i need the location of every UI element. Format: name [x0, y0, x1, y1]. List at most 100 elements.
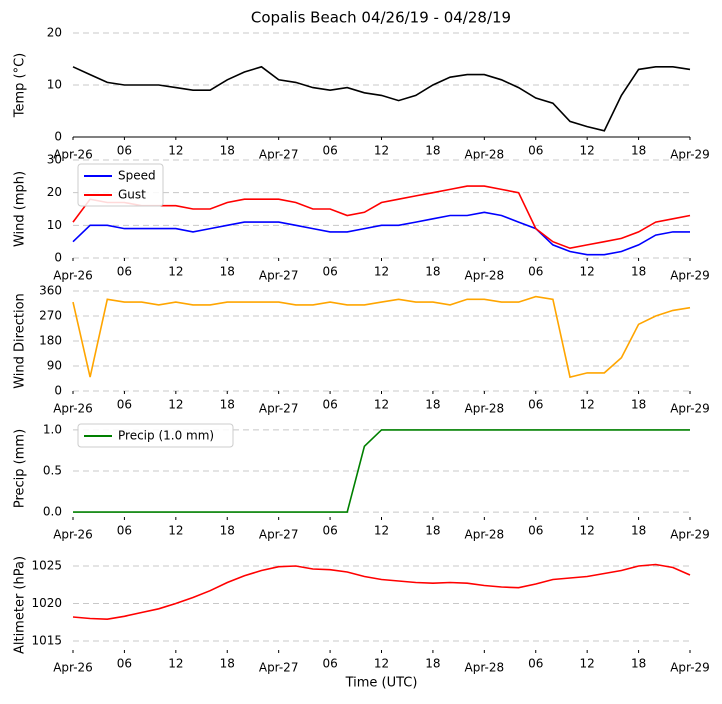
- x-tick-label: 18: [220, 398, 235, 412]
- x-tick-label: Apr-27: [259, 661, 299, 675]
- x-tick-label: Apr-28: [465, 269, 505, 283]
- x-tick-label: 06: [322, 265, 337, 279]
- x-tick-label: Apr-29: [670, 528, 710, 542]
- x-tick-label: 18: [631, 398, 646, 412]
- x-tick-label: 12: [580, 398, 595, 412]
- x-tick-label: 06: [528, 524, 543, 538]
- x-tick-label: 18: [631, 144, 646, 158]
- y-tick-label: 270: [39, 309, 62, 323]
- x-tick-label: 06: [117, 265, 132, 279]
- x-tick-label: 18: [220, 144, 235, 158]
- x-tick-label: 06: [322, 524, 337, 538]
- x-tick-label: 18: [220, 265, 235, 279]
- x-tick-label: 12: [580, 144, 595, 158]
- y-tick-label: 0.0: [43, 505, 62, 519]
- x-tick-label: 12: [168, 657, 183, 671]
- x-tick-label: 18: [220, 657, 235, 671]
- x-tick-label: 18: [220, 524, 235, 538]
- x-tick-label: 06: [117, 398, 132, 412]
- series-line: [73, 429, 690, 513]
- y-tick-label: 360: [39, 284, 62, 298]
- y-tick-label: 20: [47, 185, 62, 199]
- x-tick-label: 06: [528, 144, 543, 158]
- y-axis-label: Precip (mm): [13, 429, 28, 508]
- x-tick-label: 12: [168, 524, 183, 538]
- x-tick-label: 06: [322, 398, 337, 412]
- x-tick-label: 18: [631, 265, 646, 279]
- x-tick-label: Apr-28: [465, 661, 505, 675]
- x-tick-label: 18: [425, 265, 440, 279]
- series-line: [72, 65, 691, 132]
- y-axis-label: Altimeter (hPa): [13, 556, 28, 654]
- y-tick-label: 30: [47, 153, 62, 167]
- x-tick-label: Apr-29: [670, 148, 710, 162]
- x-tick-label: 06: [528, 398, 543, 412]
- y-tick-label: 1.0: [43, 422, 62, 436]
- series-line: [72, 563, 691, 621]
- x-tick-label: Apr-26: [53, 528, 93, 542]
- x-tick-label: 12: [168, 265, 183, 279]
- x-tick-label: Apr-28: [465, 148, 505, 162]
- x-tick-label: 18: [425, 524, 440, 538]
- x-tick-label: 06: [528, 657, 543, 671]
- y-axis-label: Wind Direction: [13, 293, 28, 389]
- y-tick-label: 180: [39, 334, 62, 348]
- x-tick-label: 18: [631, 524, 646, 538]
- series-line: [72, 185, 691, 250]
- x-tick-label: 06: [322, 657, 337, 671]
- x-tick-label: 06: [322, 144, 337, 158]
- x-tick-label: 12: [374, 524, 389, 538]
- y-tick-label: 20: [47, 26, 62, 40]
- x-tick-label: Apr-28: [465, 402, 505, 416]
- y-tick-label: 90: [47, 359, 62, 373]
- y-tick-label: 1015: [31, 634, 62, 648]
- x-tick-label: 12: [168, 144, 183, 158]
- y-axis-label: Wind (mph): [13, 171, 28, 247]
- y-tick-label: 10: [47, 218, 62, 232]
- legend-label: Gust: [118, 188, 146, 202]
- x-tick-label: 06: [117, 524, 132, 538]
- y-tick-label: 1020: [31, 596, 62, 610]
- x-tick-label: 06: [117, 657, 132, 671]
- x-tick-label: 18: [425, 657, 440, 671]
- x-tick-label: Apr-26: [53, 661, 93, 675]
- y-tick-label: 0: [54, 130, 62, 144]
- x-tick-label: 12: [374, 265, 389, 279]
- x-tick-label: Apr-27: [259, 402, 299, 416]
- x-axis-label: Time (UTC): [345, 676, 418, 691]
- x-tick-label: 06: [528, 265, 543, 279]
- x-tick-label: 12: [580, 524, 595, 538]
- x-tick-label: Apr-29: [670, 402, 710, 416]
- y-tick-label: 0: [54, 251, 62, 265]
- y-axis-label: Temp (°C): [13, 53, 28, 119]
- x-tick-label: 12: [374, 144, 389, 158]
- legend-label: Precip (1.0 mm): [118, 429, 214, 443]
- legend-label: Speed: [118, 169, 156, 183]
- x-tick-label: Apr-26: [53, 402, 93, 416]
- y-tick-label: 1025: [31, 559, 62, 573]
- x-tick-label: 12: [374, 657, 389, 671]
- chart-title: Copalis Beach 04/26/19 - 04/28/19: [251, 9, 511, 27]
- legend-box: [77, 423, 234, 448]
- series-line: [72, 295, 691, 379]
- x-tick-label: 18: [425, 398, 440, 412]
- x-tick-label: 12: [168, 398, 183, 412]
- x-tick-label: Apr-27: [259, 148, 299, 162]
- x-tick-label: Apr-26: [53, 148, 93, 162]
- series-line: [72, 211, 690, 256]
- x-tick-label: Apr-28: [465, 528, 505, 542]
- x-tick-label: Apr-26: [53, 269, 93, 283]
- y-tick-label: 0.5: [43, 463, 62, 477]
- x-tick-label: Apr-27: [259, 528, 299, 542]
- x-tick-label: Apr-27: [259, 269, 299, 283]
- x-tick-label: Apr-29: [670, 269, 710, 283]
- x-tick-label: 06: [117, 144, 132, 158]
- x-tick-label: 12: [374, 398, 389, 412]
- y-tick-label: 0: [54, 384, 62, 398]
- y-tick-label: 10: [47, 78, 62, 92]
- x-tick-label: Apr-29: [670, 661, 710, 675]
- x-tick-label: 12: [580, 265, 595, 279]
- x-tick-label: 12: [580, 657, 595, 671]
